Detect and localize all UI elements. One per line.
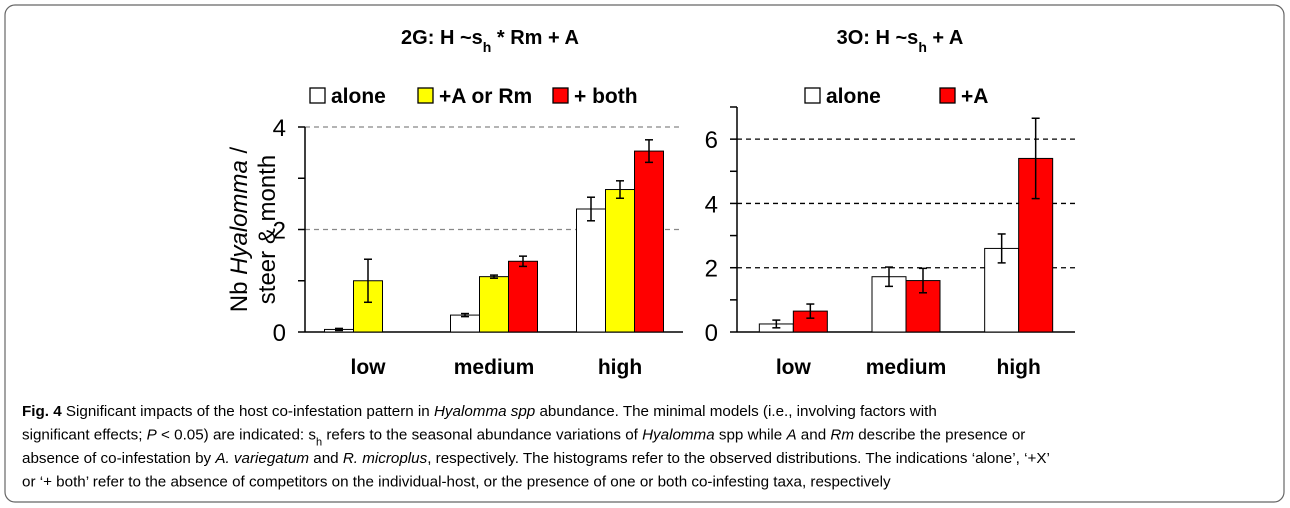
caption-segment: R. microplus — [343, 450, 428, 467]
legend-swatch — [309, 87, 326, 104]
caption-segment: < 0.05) are indicated: s — [157, 427, 317, 444]
caption-segment: describe the presence or — [854, 427, 1025, 444]
y-tick-label: 0 — [273, 320, 286, 347]
caption-segment: h — [316, 437, 322, 449]
caption-segment: P — [147, 427, 158, 444]
y-tick-label: 4 — [705, 191, 718, 218]
legend-label: alone — [331, 85, 386, 108]
caption-segment: significant effects; — [22, 427, 147, 444]
chart-title: 3O: H ~sh + A — [837, 27, 964, 55]
legend-label: +A or Rm — [439, 85, 532, 108]
caption-segment: Significant impacts of the host co-infes… — [62, 403, 434, 420]
y-axis-label: Nb Hyalomma / — [226, 146, 253, 312]
bar — [450, 314, 480, 333]
legend-swatch — [417, 87, 434, 104]
x-tick-label: low — [351, 356, 387, 379]
caption-segment: and — [797, 427, 831, 444]
title-part: h — [483, 39, 492, 55]
caption-segment: abundance. The minimal models (i.e., inv… — [535, 403, 937, 420]
legend-label: + both — [574, 85, 638, 108]
x-tick-label: high — [598, 356, 642, 379]
bar — [479, 276, 509, 333]
bar — [634, 150, 664, 333]
caption-segment: absence of co-infestation by — [22, 450, 215, 467]
bar — [605, 189, 635, 333]
caption-segment: Hyalomma — [642, 427, 715, 444]
x-tick-label: medium — [454, 356, 535, 379]
legend-label: alone — [826, 85, 881, 108]
title-part: * Rm + A — [491, 27, 579, 49]
bar — [576, 208, 606, 333]
x-tick-label: high — [997, 356, 1041, 379]
caption-line: or ‘+ both’ refer to the absence of comp… — [22, 474, 891, 491]
x-tick-label: low — [776, 356, 812, 379]
y-axis-label: steer & month — [254, 155, 281, 304]
title-part: 3O: H ~s — [837, 27, 919, 49]
y-label-part: Hyalomma — [226, 160, 253, 275]
caption-segment: and — [309, 450, 343, 467]
bar — [508, 260, 538, 333]
y-tick-label: 2 — [273, 218, 286, 245]
y-tick-label: 0 — [705, 320, 718, 347]
caption-segment: Rm — [830, 427, 854, 444]
caption-segment: A — [785, 427, 796, 444]
caption-segment: or ‘+ both’ refer to the absence of comp… — [22, 474, 891, 491]
caption-segment: refers to the seasonal abundance variati… — [322, 427, 642, 444]
caption-line: significant effects; P < 0.05) are indic… — [22, 427, 1025, 449]
caption-segment: Hyalomma spp — [434, 403, 535, 420]
y-label-part: Nb — [226, 275, 253, 312]
title-part: h — [918, 39, 927, 55]
caption-line: absence of co-infestation by A. variegat… — [22, 450, 1050, 467]
legend-swatch — [552, 87, 569, 104]
y-tick-label: 6 — [705, 127, 718, 154]
caption-segment: spp while — [715, 427, 787, 444]
title-part: + A — [927, 27, 964, 49]
legend-label: +A — [961, 85, 988, 108]
caption-segment: A. variegatum — [214, 450, 309, 467]
y-tick-label: 2 — [705, 256, 718, 283]
x-tick-label: medium — [866, 356, 947, 379]
figure-border — [4, 4, 1285, 503]
caption-line: Fig. 4 Significant impacts of the host c… — [22, 403, 937, 420]
title-part: 2G: H ~s — [401, 27, 483, 49]
legend-swatch — [804, 87, 821, 104]
caption-segment: , respectively. The histograms refer to … — [427, 450, 1050, 467]
y-tick-label: 4 — [273, 115, 286, 142]
chart-title: 2G: H ~sh * Rm + A — [401, 27, 579, 55]
y-label-part: / — [226, 146, 253, 160]
caption-segment: Fig. 4 — [22, 403, 62, 420]
legend-swatch — [939, 87, 956, 104]
